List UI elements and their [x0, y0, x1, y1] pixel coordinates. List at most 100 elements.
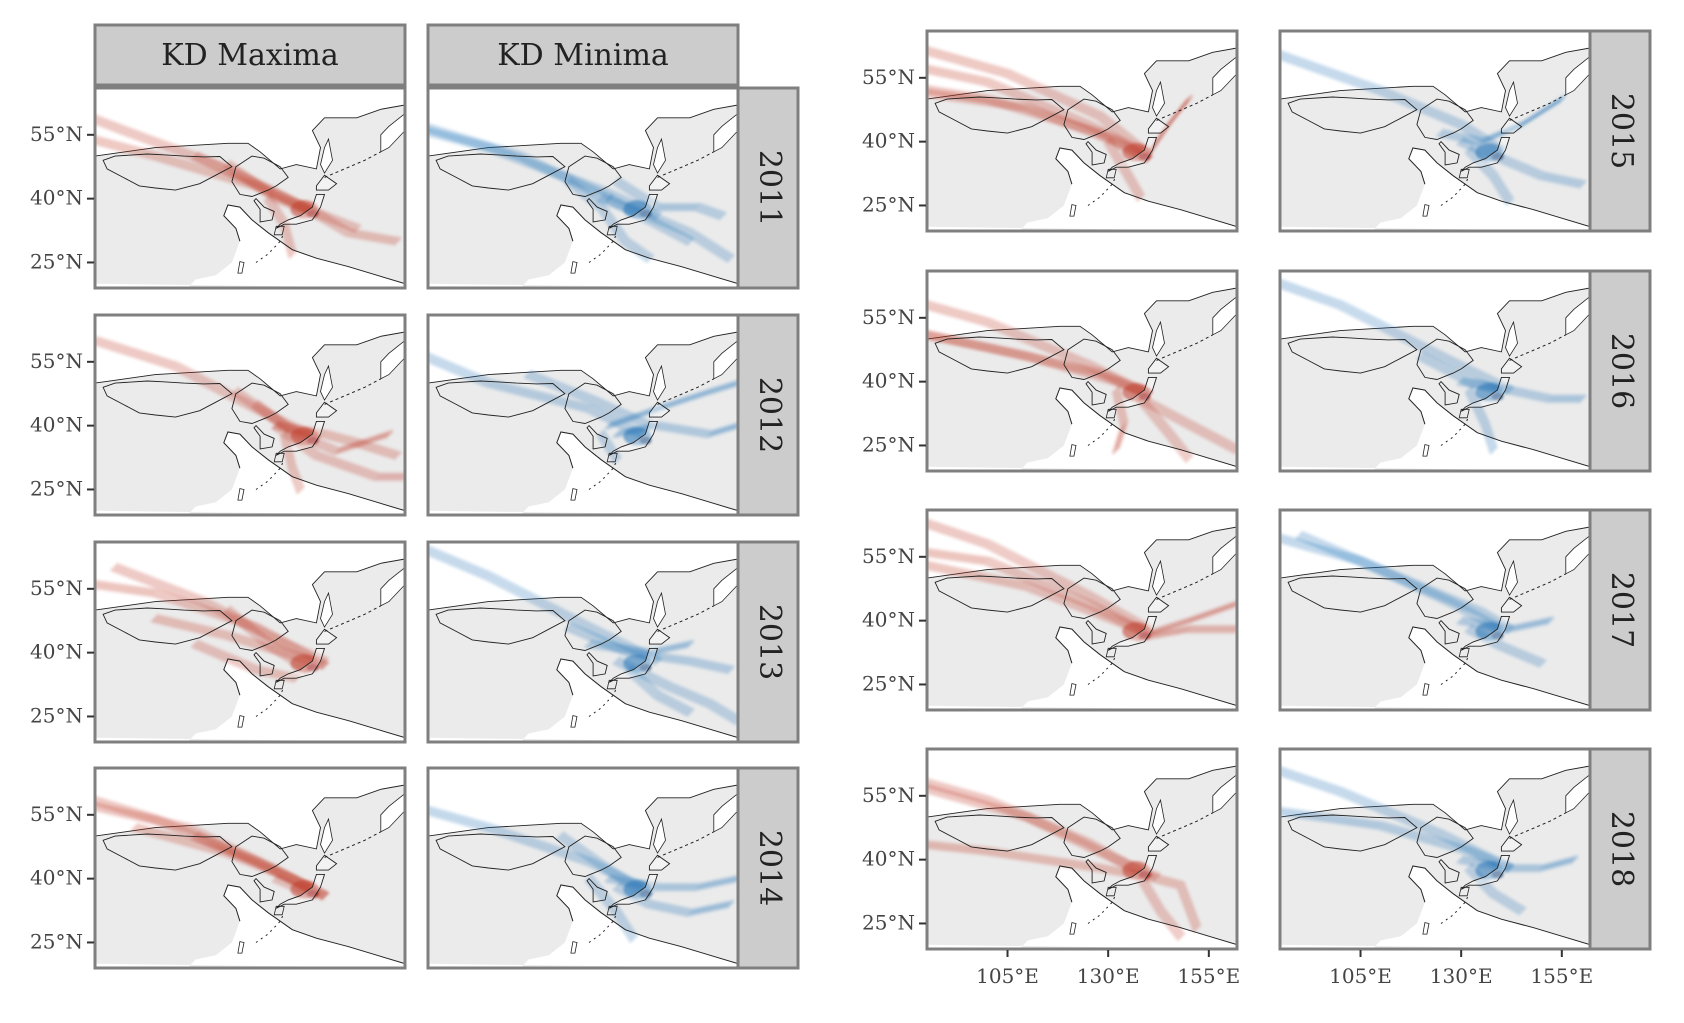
kuril-islands	[1509, 573, 1567, 600]
border-manchuria	[231, 609, 289, 651]
land-sakhalin	[1152, 559, 1165, 596]
facet-strip-minima: KD Minima	[426, 23, 740, 87]
track-line	[196, 639, 301, 678]
land-hokkaido	[315, 401, 338, 418]
density-core	[1475, 622, 1504, 641]
track-line	[1146, 874, 1199, 930]
facet-strip-year-2017: 2017	[1588, 508, 1652, 712]
track-line	[1135, 877, 1181, 941]
track-line	[1140, 394, 1194, 458]
track-line	[569, 622, 735, 670]
y-axis-right-2018: 55°N 40°N 25°N	[862, 783, 926, 934]
land-sakhalin	[320, 817, 333, 854]
track-line	[1300, 531, 1514, 629]
track-line	[196, 831, 313, 887]
ocean	[1280, 148, 1590, 231]
border-manchuria	[1063, 577, 1121, 619]
ocean	[1280, 388, 1590, 471]
land-sakhalin	[653, 364, 666, 401]
kuril-islands	[324, 831, 382, 858]
track-line	[927, 45, 1153, 154]
track-line	[193, 834, 311, 890]
border-manchuria	[1063, 98, 1121, 140]
ocean	[95, 885, 405, 968]
track-line	[1464, 868, 1522, 916]
panel-frame	[93, 313, 407, 517]
land-hokkaido	[315, 854, 338, 871]
land-kamchatka	[380, 566, 405, 607]
x-tick-label: 105°E	[1329, 964, 1392, 988]
x-tick-label: 130°E	[1430, 964, 1493, 988]
border-manchuria	[1416, 816, 1474, 858]
track-layer	[428, 351, 738, 465]
land-taiwan	[570, 941, 578, 954]
kuril-islands	[324, 605, 382, 632]
y-axis-right-2016: 55°N 40°N 25°N	[862, 305, 926, 456]
ryukyu-islands	[255, 232, 285, 263]
facet-strips: KD Maxima KD Minima 2011 2012 2013 2014 2015 20…	[93, 23, 1652, 970]
facet-strip-label: 2015	[1604, 93, 1639, 169]
border-mongolia	[1287, 575, 1418, 613]
facet-strip-year-2018: 2018	[1588, 747, 1652, 951]
kuril-islands	[324, 378, 382, 405]
track-line	[193, 642, 299, 681]
land-taiwan	[570, 715, 578, 728]
land-kyushu	[606, 452, 618, 463]
land-honshu	[608, 193, 659, 229]
land-siberia	[1280, 271, 1590, 353]
track-line	[268, 194, 297, 254]
border-manchuria	[1416, 577, 1474, 619]
land-sakhalin	[1152, 320, 1165, 357]
track-line	[279, 434, 300, 494]
land-hokkaido	[648, 854, 671, 871]
ryukyu-islands	[255, 912, 285, 943]
panel-2012-max	[93, 313, 407, 517]
panel-frame	[925, 747, 1239, 951]
land-korea	[253, 424, 275, 450]
land-korea	[586, 197, 608, 223]
track-line	[1464, 150, 1509, 206]
y-tick-label: 40°N	[30, 186, 83, 210]
facet-strip-label: 2017	[1604, 572, 1639, 648]
x-axis-right-maxima: 105°E 130°E 155°E	[976, 950, 1240, 988]
panel-frame	[925, 269, 1239, 473]
axes: 55°N40°N25°N 55°N40°N25°N 55°N40°N25°N 55°N…	[30, 65, 1593, 988]
ocean	[1280, 627, 1590, 710]
kuril-islands	[1156, 573, 1214, 600]
land-taiwan	[237, 715, 245, 728]
land-honshu	[608, 647, 659, 683]
land-honshu	[1460, 376, 1511, 412]
track-line	[529, 370, 654, 426]
kuril-islands	[657, 151, 715, 178]
land-sakhalin	[653, 137, 666, 174]
border-manchuria	[1063, 816, 1121, 858]
ryukyu-islands	[588, 686, 618, 717]
y-tick-label: 55°N	[30, 576, 83, 600]
track-line	[1467, 866, 1524, 913]
track-line	[627, 667, 692, 715]
land-kamchatka	[1212, 773, 1237, 814]
land-sakhalin	[653, 591, 666, 628]
land-taiwan	[1422, 204, 1430, 217]
track-line	[1461, 616, 1555, 629]
y-axis-left-2014: 55°N 40°N 25°N	[30, 802, 94, 953]
kuril-islands	[1156, 334, 1214, 361]
land-siberia	[95, 315, 405, 397]
land-kamchatka	[1565, 534, 1590, 575]
track-line	[526, 372, 652, 428]
land-kyushu	[273, 679, 285, 690]
land-korea	[253, 877, 275, 903]
land-kyushu	[1458, 886, 1470, 897]
kuril-islands	[657, 378, 715, 405]
border-manchuria	[564, 155, 622, 197]
land-taiwan	[570, 488, 578, 501]
border-mongolia	[435, 380, 566, 418]
land-honshu	[1460, 615, 1511, 651]
border-manchuria	[231, 382, 289, 424]
land-honshu	[1460, 136, 1511, 172]
land-hokkaido	[315, 628, 338, 645]
track-layer	[428, 805, 738, 943]
track-line	[615, 179, 724, 218]
y-tick-label: 40°N	[862, 608, 915, 632]
facet-strip-maxima: KD Maxima	[93, 23, 407, 87]
